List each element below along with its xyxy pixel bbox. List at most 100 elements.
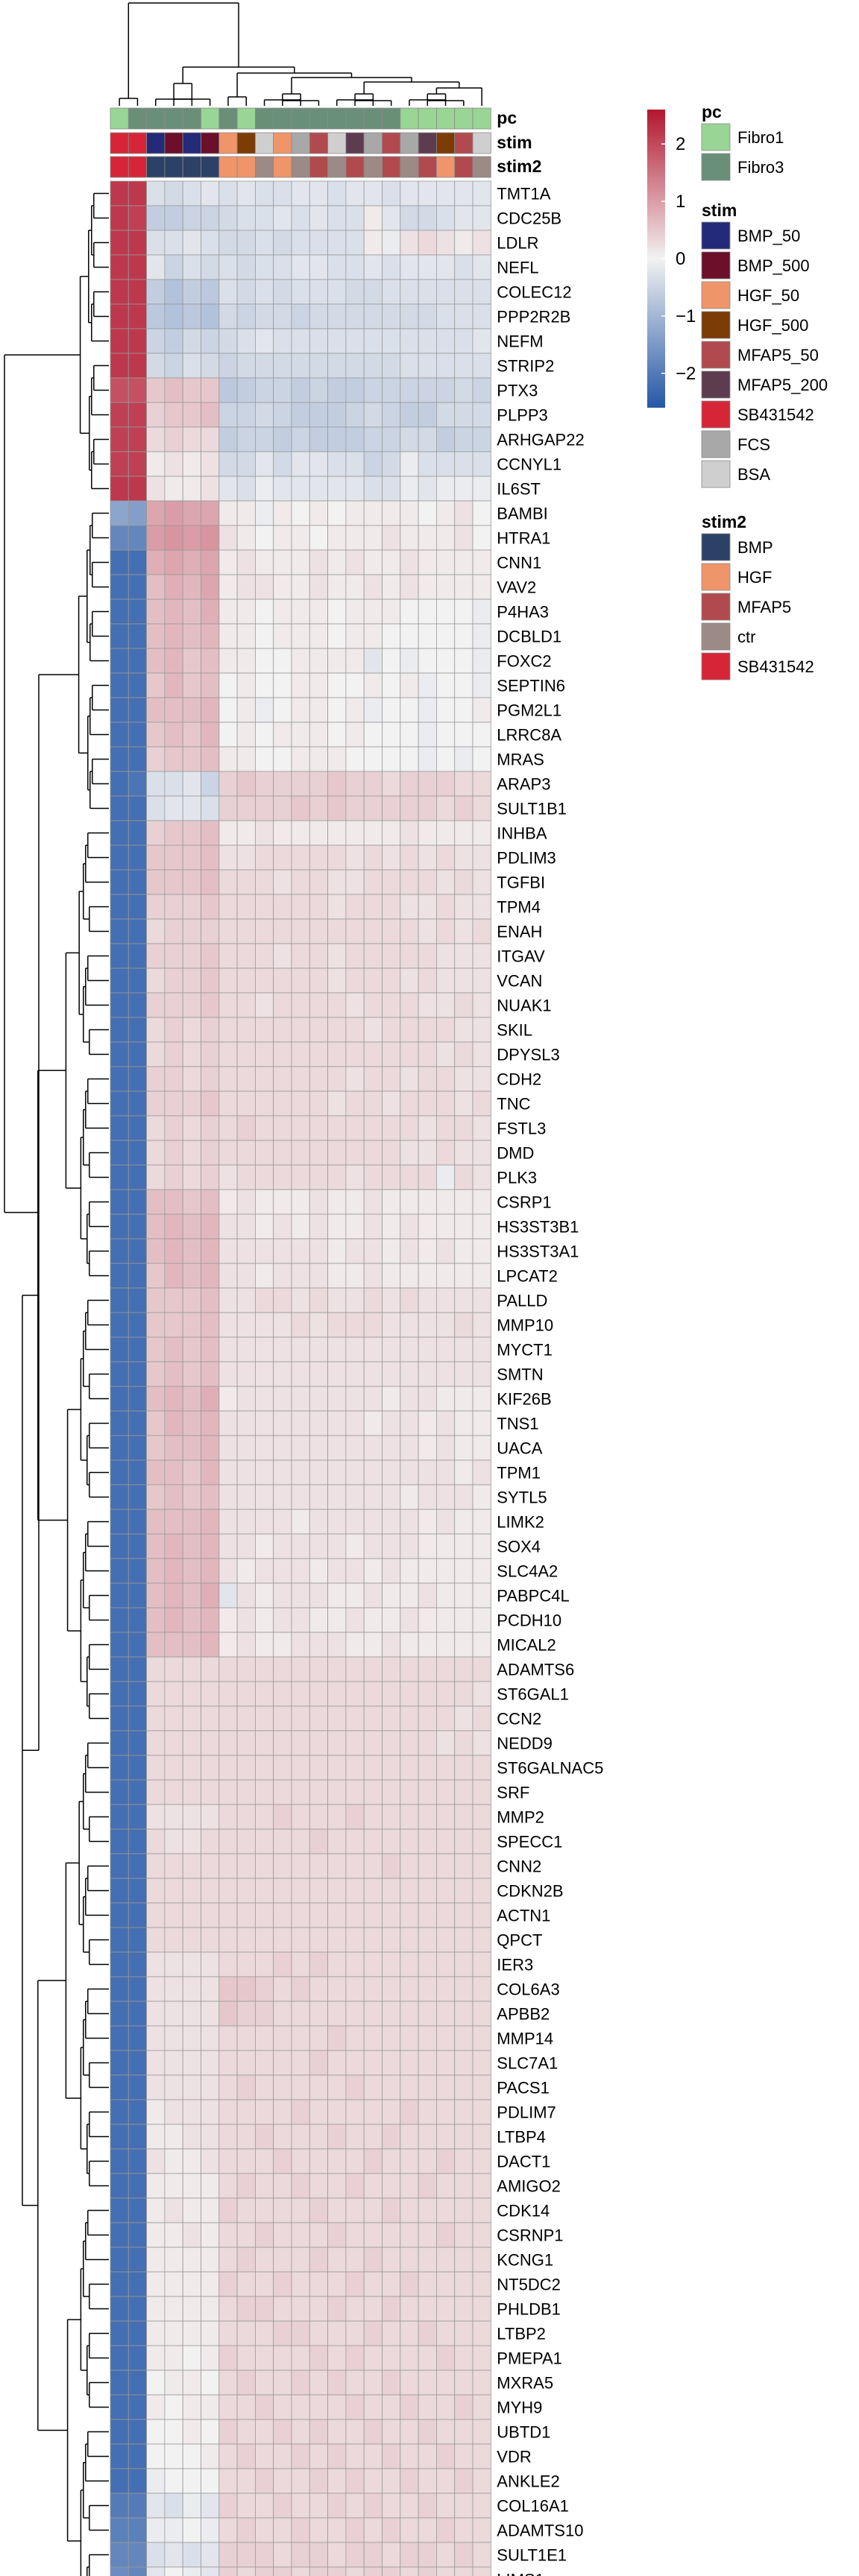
heatmap-cell xyxy=(472,2173,491,2199)
heatmap-cell xyxy=(291,1976,310,2002)
heatmap-cell xyxy=(327,1976,347,2002)
heatmap-cell xyxy=(327,2124,347,2150)
heatmap-cell xyxy=(418,1976,437,2002)
heatmap-cell xyxy=(236,1533,256,1559)
heatmap-cell xyxy=(363,303,383,329)
heatmap-cell xyxy=(436,992,456,1018)
annotation-cell-stim2 xyxy=(363,156,383,178)
heatmap-cell xyxy=(418,599,437,625)
heatmap-cell xyxy=(472,2197,491,2223)
heatmap-cell xyxy=(327,2443,347,2469)
column-dendrogram xyxy=(119,2,482,106)
gene-label: LIMK2 xyxy=(497,1513,544,1532)
heatmap-cell xyxy=(128,1582,148,1609)
heatmap-cell xyxy=(309,1459,328,1486)
heatmap-cell xyxy=(345,795,365,821)
heatmap-cell xyxy=(363,1410,383,1436)
heatmap-cell xyxy=(110,2173,129,2199)
heatmap-cell xyxy=(273,525,292,551)
heatmap-cell xyxy=(472,2370,491,2396)
heatmap-cell xyxy=(363,1017,383,1043)
heatmap-cell xyxy=(363,1533,383,1559)
heatmap-cell xyxy=(327,1681,347,1707)
heatmap-cell xyxy=(273,918,292,944)
heatmap-cell xyxy=(436,1755,456,1781)
heatmap-cell xyxy=(273,402,292,428)
legend-entry-label: Fibro3 xyxy=(737,158,784,177)
heatmap-cell xyxy=(363,402,383,428)
heatmap-cell xyxy=(400,869,419,895)
heatmap-cell xyxy=(345,672,365,698)
heatmap-cell xyxy=(110,1656,129,1682)
heatmap-cell xyxy=(182,1705,201,1731)
heatmap-cell xyxy=(418,2419,437,2445)
annotation-cell-stim xyxy=(164,132,183,154)
gene-label: TNS1 xyxy=(497,1415,538,1433)
heatmap-cell xyxy=(472,1090,491,1117)
heatmap-cell xyxy=(436,1336,456,1363)
heatmap-cell xyxy=(400,303,419,329)
heatmap-cell xyxy=(273,1090,292,1117)
heatmap-cell xyxy=(345,2394,365,2420)
heatmap-cell xyxy=(273,1189,292,1215)
heatmap-cell xyxy=(400,402,419,428)
heatmap-cell xyxy=(236,1607,256,1633)
heatmap-cell xyxy=(309,2074,328,2100)
heatmap-cell xyxy=(254,1779,274,1805)
heatmap-cell xyxy=(164,1927,183,1953)
heatmap-cell xyxy=(182,1607,201,1633)
heatmap-cell xyxy=(436,1828,456,1854)
heatmap-cell xyxy=(454,180,473,206)
heatmap-cell xyxy=(146,2173,166,2199)
heatmap-cell xyxy=(146,1484,166,1510)
heatmap-cell xyxy=(273,476,292,502)
heatmap-cell xyxy=(236,2099,256,2125)
heatmap-cell xyxy=(400,549,419,575)
heatmap-cell xyxy=(436,2320,456,2346)
heatmap-cell xyxy=(236,1755,256,1781)
heatmap-cell xyxy=(291,894,310,920)
heatmap-cell xyxy=(327,1017,347,1043)
heatmap-cell xyxy=(400,2001,419,2027)
heatmap-cell xyxy=(418,2468,437,2494)
heatmap-cell xyxy=(291,279,310,305)
heatmap-cell xyxy=(327,1435,347,1461)
heatmap-cell xyxy=(472,230,491,256)
heatmap-cell xyxy=(291,476,310,502)
heatmap-cell xyxy=(382,1140,401,1166)
heatmap-cell xyxy=(363,918,383,944)
heatmap-cell xyxy=(382,230,401,256)
legend-title: stim xyxy=(702,201,737,220)
heatmap-cell xyxy=(236,1804,256,1830)
heatmap-cell xyxy=(128,1263,148,1289)
heatmap-cell xyxy=(454,2394,473,2420)
heatmap-cell xyxy=(291,353,310,379)
heatmap-cell xyxy=(309,1213,328,1240)
heatmap-cell xyxy=(436,1779,456,1805)
heatmap-cell xyxy=(146,1607,166,1633)
heatmap-cell xyxy=(454,2074,473,2100)
heatmap-cell xyxy=(164,2517,183,2543)
heatmap-cell xyxy=(110,402,129,428)
heatmap-cell xyxy=(291,1484,310,1510)
heatmap-cell xyxy=(309,894,328,920)
heatmap-cell xyxy=(309,1386,328,1412)
heatmap-cell xyxy=(327,180,347,206)
heatmap-cell xyxy=(182,426,201,452)
heatmap-cell xyxy=(345,820,365,846)
heatmap-cell xyxy=(382,1090,401,1117)
heatmap-cell xyxy=(164,476,183,502)
heatmap-cell xyxy=(400,1509,419,1535)
heatmap-cell xyxy=(128,353,148,379)
heatmap-cell xyxy=(128,1140,148,1166)
heatmap-cell xyxy=(128,1779,148,1805)
heatmap-cell xyxy=(236,1558,256,1584)
heatmap-cell xyxy=(291,1607,310,1633)
heatmap-cell xyxy=(472,2247,491,2273)
gene-label: CSRP1 xyxy=(497,1193,551,1212)
heatmap-cell xyxy=(182,992,201,1018)
heatmap-cell xyxy=(363,894,383,920)
heatmap-cell xyxy=(254,1632,274,1658)
heatmap-cell xyxy=(291,1287,310,1313)
heatmap-cell xyxy=(110,2370,129,2396)
